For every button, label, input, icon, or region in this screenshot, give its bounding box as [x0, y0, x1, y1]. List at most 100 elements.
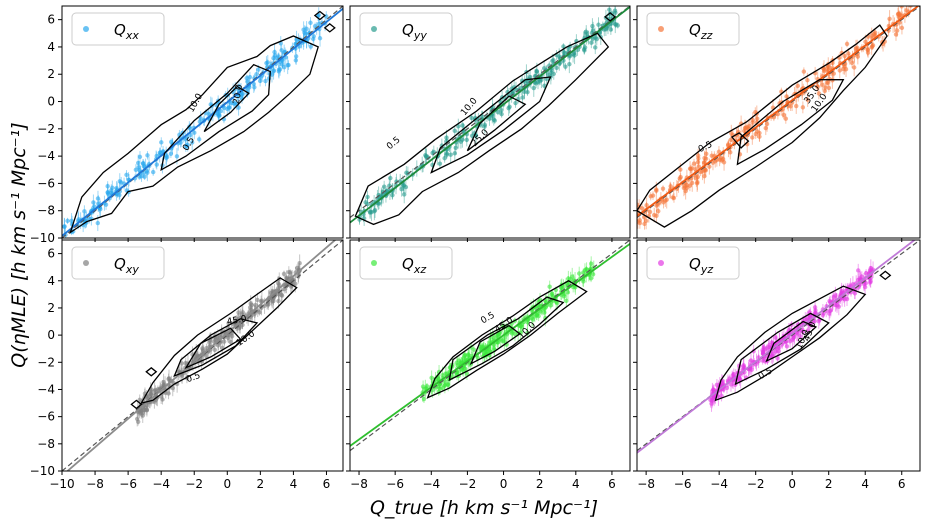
- data-point: [402, 192, 407, 197]
- data-point: [726, 142, 731, 147]
- plot-area: 45.0 10.0 0.5: [62, 240, 343, 471]
- data-point: [232, 101, 238, 106]
- data-point: [105, 184, 110, 189]
- x-tick-label: −6: [386, 477, 404, 491]
- legend-label: Qyz: [689, 255, 713, 276]
- data-point: [821, 66, 827, 72]
- data-point: [390, 192, 395, 198]
- data-point: [271, 68, 277, 73]
- data-point: [363, 200, 368, 205]
- data-point: [525, 330, 530, 336]
- data-point: [607, 7, 612, 12]
- x-tick-label: −8: [350, 477, 368, 491]
- data-point: [827, 76, 832, 82]
- y-tick-label: −2: [37, 355, 55, 369]
- data-point: [670, 195, 676, 200]
- data-point: [367, 210, 373, 215]
- y-tick-label: 0: [47, 328, 55, 342]
- data-point: [542, 310, 547, 315]
- data-point: [773, 335, 778, 340]
- contour-label: 20.0: [232, 83, 245, 105]
- data-point: [183, 143, 189, 149]
- fit-line: [637, 240, 916, 454]
- data-point: [841, 66, 846, 72]
- data-point: [158, 150, 163, 155]
- contour-inner: [173, 318, 259, 378]
- x-tick-label: 6: [898, 477, 906, 491]
- data-point: [137, 397, 142, 403]
- legend-box: [71, 246, 165, 280]
- data-point: [608, 27, 614, 32]
- data-point: [179, 361, 184, 366]
- y-tick-label: −6: [37, 410, 55, 424]
- y-tick-label: −8: [37, 204, 55, 218]
- data-point: [443, 371, 448, 376]
- data-point: [460, 123, 465, 128]
- legend-label-main: Q: [689, 255, 701, 273]
- data-point: [257, 310, 262, 315]
- data-point: [163, 155, 169, 161]
- data-point: [695, 174, 701, 180]
- data-point: [797, 334, 803, 339]
- data-point: [590, 36, 596, 41]
- data-point: [848, 283, 853, 288]
- x-tick-label: 4: [290, 477, 298, 491]
- legend-marker: [371, 260, 377, 266]
- x-tick-label: −6: [674, 477, 692, 491]
- x-tick-label: 2: [825, 477, 833, 491]
- plot-area: 35.010.00.5: [637, 0, 920, 230]
- x-tick-label: −2: [185, 477, 203, 491]
- y-tick-label: −4: [37, 149, 55, 163]
- data-point: [95, 196, 101, 201]
- data-point: [815, 84, 820, 89]
- data-point: [702, 173, 707, 179]
- data-point: [596, 22, 601, 27]
- data-point: [654, 187, 659, 192]
- data-point: [564, 298, 569, 303]
- data-point: [555, 300, 560, 306]
- data-point: [750, 120, 755, 125]
- contour-island: [313, 10, 326, 21]
- contour-label: 0.5: [479, 311, 496, 327]
- legend-label: Qyy: [402, 21, 427, 42]
- data-point: [836, 304, 841, 309]
- data-point: [388, 175, 393, 181]
- data-point: [196, 137, 202, 142]
- data-point: [293, 58, 299, 63]
- data-point: [905, 0, 909, 4]
- data-point: [228, 339, 233, 345]
- data-point: [154, 162, 159, 167]
- data-point: [541, 66, 547, 71]
- contour-island: [879, 270, 892, 281]
- data-point: [570, 51, 576, 57]
- data-point: [247, 74, 253, 80]
- data-point: [584, 267, 589, 272]
- legend-label-sub: zz: [700, 29, 713, 42]
- contour-core: [765, 320, 818, 363]
- identity-line: [350, 240, 630, 452]
- x-tick-label: 2: [536, 477, 544, 491]
- data-point: [229, 333, 235, 339]
- data-point: [174, 154, 180, 159]
- data-point: [452, 128, 457, 133]
- data-point: [852, 291, 858, 296]
- data-point: [448, 152, 453, 157]
- data-point: [613, 10, 618, 15]
- data-point: [677, 176, 682, 181]
- data-point: [823, 85, 828, 90]
- contour-inner: [430, 76, 552, 174]
- data-point: [257, 78, 263, 84]
- x-tick-label: 0: [223, 477, 231, 491]
- data-point: [805, 328, 810, 333]
- contour-inner: [160, 63, 271, 172]
- data-point: [263, 78, 268, 84]
- data-point: [255, 297, 260, 303]
- data-point: [690, 180, 695, 186]
- data-point: [149, 387, 154, 392]
- data-point: [216, 112, 221, 117]
- data-point: [577, 271, 582, 276]
- data-point: [728, 150, 733, 155]
- x-tick-label: −8: [637, 477, 655, 491]
- data-point: [747, 123, 752, 129]
- data-point: [135, 419, 141, 424]
